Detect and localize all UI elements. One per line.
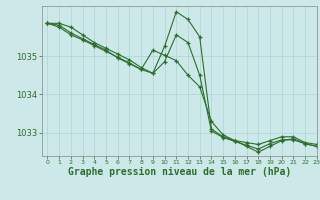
X-axis label: Graphe pression niveau de la mer (hPa): Graphe pression niveau de la mer (hPa) bbox=[68, 167, 291, 177]
